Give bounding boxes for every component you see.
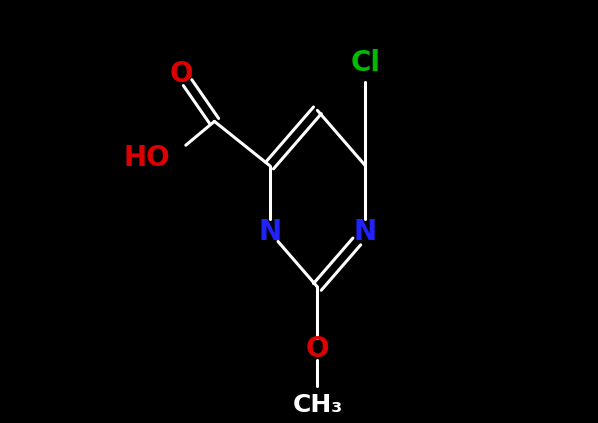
Text: N: N [353,218,377,246]
Text: Cl: Cl [350,49,380,77]
Text: N: N [258,218,281,246]
Text: CH₃: CH₃ [292,393,343,417]
Text: HO: HO [124,144,170,172]
Text: O: O [170,60,193,88]
Text: O: O [306,335,329,363]
